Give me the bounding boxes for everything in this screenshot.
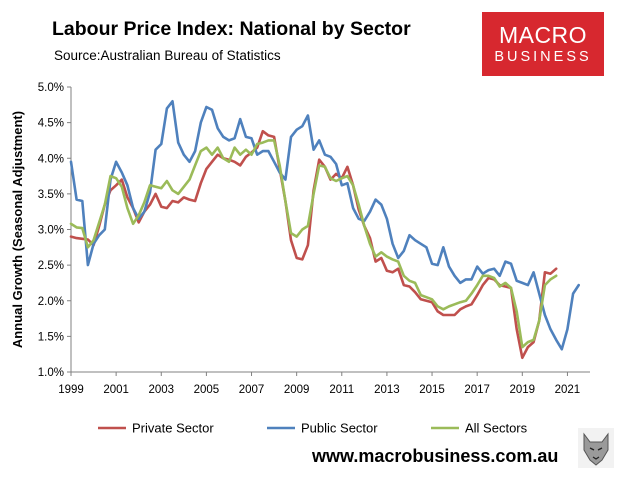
y-tick-label: 1.0%: [38, 367, 64, 379]
chart-source: Source:Australian Bureau of Statistics: [54, 48, 281, 63]
x-tick-label: 2009: [284, 384, 310, 396]
x-tick-label: 2019: [510, 384, 536, 396]
y-tick-label: 2.0%: [38, 296, 64, 308]
y-tick-label: 5.0%: [38, 82, 64, 94]
series-line-public-sector: [69, 100, 581, 351]
series-line-all-sectors: [69, 139, 558, 349]
y-axis-label: Annual Growth (Seasonal Adjustment): [10, 111, 25, 348]
legend-label-public-sector: Public Sector: [301, 421, 378, 436]
y-tick-label: 3.0%: [38, 225, 64, 237]
x-tick-label: 2017: [464, 384, 490, 396]
legend-label-private-sector: Private Sector: [132, 421, 214, 436]
legend-label-all-sectors: All Sectors: [465, 421, 528, 436]
y-tick-label: 2.5%: [38, 260, 64, 272]
series-line-private-sector: [69, 129, 558, 360]
x-tick-label: 2013: [374, 384, 400, 396]
y-tick-label: 4.5%: [38, 118, 64, 130]
y-tick-label: 3.5%: [38, 189, 64, 201]
x-tick-label: 2015: [419, 384, 445, 396]
y-tick-label: 4.0%: [38, 153, 64, 165]
footer-url: www.macrobusiness.com.au: [312, 446, 559, 466]
wolf-logo-icon: [578, 428, 614, 468]
x-tick-label: 2021: [555, 384, 581, 396]
logo-line2: BUSINESS: [494, 49, 592, 65]
x-tick-label: 2011: [329, 384, 354, 396]
chart-title: Labour Price Index: National by Sector: [52, 18, 411, 40]
source-value: Australian Bureau of Statistics: [100, 48, 281, 63]
y-tick-label: 1.5%: [38, 331, 64, 343]
x-tick-label: 2003: [148, 384, 174, 396]
x-tick-label: 2007: [239, 384, 265, 396]
x-tick-label: 2005: [194, 384, 220, 396]
x-tick-label: 1999: [58, 384, 84, 396]
macrobusiness-logo: MACRO BUSINESS: [482, 12, 604, 76]
logo-line1: MACRO: [498, 22, 588, 48]
source-label: Source:: [54, 48, 101, 63]
x-tick-label: 2001: [103, 384, 129, 396]
